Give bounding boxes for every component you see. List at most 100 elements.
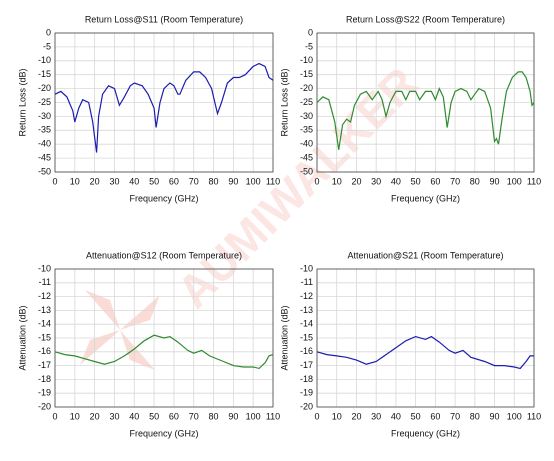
y-tick-label: 0 — [308, 27, 313, 37]
plot-frame — [54, 32, 274, 173]
x-tick-label: 90 — [490, 176, 500, 186]
y-tick-label: -10 — [300, 263, 313, 273]
x-tick-label: 70 — [189, 176, 199, 186]
x-tick-label: 10 — [70, 411, 80, 421]
y-tick-label: -5 — [305, 41, 313, 51]
y-tick-label: -25 — [300, 97, 313, 107]
y-tick-label: -20 — [38, 401, 51, 411]
y-tick-label: -15 — [38, 332, 51, 342]
x-axis-label: Frequency (GHz) — [129, 193, 198, 203]
x-tick-label: 20 — [90, 411, 100, 421]
y-tick-label: -20 — [38, 83, 51, 93]
chart-title: Attenuation@S21 (Room Temperature) — [347, 250, 503, 260]
x-tick-label: 80 — [209, 176, 219, 186]
y-tick-label: -19 — [300, 388, 313, 398]
x-tick-label: 100 — [507, 411, 522, 421]
watermark: AUMIWALKER — [167, 57, 428, 318]
x-tick-label: 50 — [411, 411, 421, 421]
x-tick-label: 110 — [527, 411, 541, 421]
x-tick-label: 40 — [391, 176, 401, 186]
y-tick-label: -16 — [300, 346, 313, 356]
x-axis-label: Frequency (GHz) — [391, 428, 460, 438]
x-tick-label: 30 — [371, 176, 381, 186]
data-line — [316, 71, 535, 150]
x-tick-label: 60 — [169, 411, 179, 421]
y-tick-label: -15 — [300, 69, 313, 79]
y-tick-label: -19 — [38, 388, 51, 398]
x-tick-label: 90 — [228, 176, 238, 186]
y-tick-label: -10 — [300, 55, 313, 65]
y-tick-label: -10 — [38, 55, 51, 65]
y-tick-label: -40 — [38, 139, 51, 149]
plot-frame — [54, 268, 274, 408]
x-tick-label: 60 — [169, 176, 179, 186]
y-tick-label: -5 — [43, 41, 51, 51]
x-axis-label: Frequency (GHz) — [129, 428, 198, 438]
x-tick-label: 80 — [470, 176, 480, 186]
x-tick-label: 110 — [266, 176, 280, 186]
y-tick-label: -35 — [38, 125, 51, 135]
x-tick-label: 50 — [149, 411, 159, 421]
y-tick-label: -17 — [38, 360, 51, 370]
x-tick-label: 100 — [246, 411, 261, 421]
y-axis-label: Attenuation (dB) — [279, 305, 289, 370]
x-tick-label: 40 — [129, 176, 139, 186]
y-tick-label: -40 — [300, 139, 313, 149]
x-tick-label: 100 — [507, 176, 522, 186]
y-axis-label: Return Loss (dB) — [279, 68, 289, 136]
y-tick-label: -25 — [38, 97, 51, 107]
y-tick-label: -16 — [38, 346, 51, 356]
y-axis-label: Return Loss (dB) — [17, 68, 27, 136]
x-tick-label: 40 — [391, 411, 401, 421]
y-tick-label: -50 — [300, 166, 313, 176]
x-tick-label: 50 — [149, 176, 159, 186]
y-tick-label: -13 — [38, 305, 51, 315]
y-tick-label: -50 — [38, 166, 51, 176]
y-tick-label: -10 — [38, 263, 51, 273]
y-tick-label: -11 — [39, 277, 51, 287]
y-tick-label: -14 — [300, 319, 313, 329]
chart-title: Return Loss@S11 (Room Temperature) — [85, 14, 243, 24]
y-tick-label: -45 — [38, 152, 51, 162]
x-tick-label: 0 — [52, 411, 57, 421]
x-tick-label: 50 — [411, 176, 421, 186]
y-tick-label: -20 — [300, 83, 313, 93]
y-axis-label: Attenuation (dB) — [17, 305, 27, 370]
y-tick-label: -45 — [300, 152, 313, 162]
x-tick-label: 30 — [371, 411, 381, 421]
y-tick-label: -18 — [300, 374, 313, 384]
x-tick-label: 0 — [314, 411, 319, 421]
data-line — [316, 335, 534, 370]
x-tick-label: 90 — [490, 411, 500, 421]
plot-frame — [316, 268, 535, 408]
x-tick-label: 20 — [351, 411, 361, 421]
y-tick-label: -17 — [300, 360, 313, 370]
x-axis-label: Frequency (GHz) — [391, 193, 460, 203]
x-tick-label: 60 — [430, 411, 440, 421]
x-tick-label: 100 — [246, 176, 261, 186]
y-tick-label: -14 — [38, 319, 51, 329]
y-tick-label: -12 — [38, 291, 51, 301]
x-tick-label: 60 — [430, 176, 440, 186]
x-tick-label: 70 — [450, 176, 460, 186]
y-tick-label: -35 — [300, 125, 313, 135]
x-tick-label: 10 — [332, 411, 342, 421]
x-tick-label: 110 — [266, 411, 280, 421]
y-tick-label: -15 — [38, 69, 51, 79]
x-tick-label: 80 — [209, 411, 219, 421]
x-tick-label: 20 — [90, 176, 100, 186]
y-tick-label: -18 — [38, 374, 51, 384]
y-tick-label: -12 — [300, 291, 313, 301]
y-tick-label: -30 — [300, 111, 313, 121]
y-tick-label: -13 — [300, 305, 313, 315]
x-tick-label: 90 — [228, 411, 238, 421]
chart-title: Return Loss@S22 (Room Temperature) — [346, 14, 505, 24]
logo — [80, 290, 160, 370]
y-tick-label: -11 — [301, 277, 313, 287]
x-tick-label: 70 — [450, 411, 460, 421]
x-tick-label: 80 — [470, 411, 480, 421]
x-tick-label: 110 — [527, 176, 541, 186]
y-tick-label: -30 — [38, 111, 51, 121]
x-tick-label: 20 — [351, 176, 361, 186]
